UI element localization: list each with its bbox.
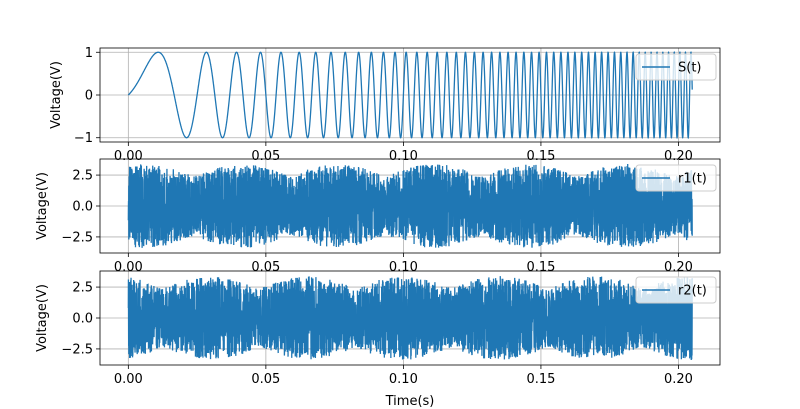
x-tick-label: 0.05	[251, 372, 280, 387]
legend: r2(t)	[635, 276, 717, 304]
x-axis-label: Time(s)	[385, 394, 435, 409]
legend: r1(t)	[635, 164, 717, 192]
x-tick-label: 0.15	[526, 372, 555, 387]
x-tick-label: 0.15	[526, 149, 555, 164]
legend: S(t)	[635, 53, 717, 81]
x-tick-label: 0.00	[114, 149, 143, 164]
y-axis-label: Voltage(V)	[49, 61, 64, 129]
y-axis-label: Voltage(V)	[35, 284, 50, 352]
legend-label: r1(t)	[678, 172, 707, 187]
y-tick-label: 0.0	[72, 312, 93, 327]
legend-label: S(t)	[678, 61, 702, 76]
y-tick-label: −2.5	[61, 342, 93, 357]
series-line-1	[127, 276, 693, 361]
subplot-3: 0.00 0.05 0.10 0.15 0.20 −2.5 0.0 2.5 Voltage(V)…	[35, 270, 721, 409]
y-tick-label: 2.5	[72, 169, 93, 184]
legend-box	[635, 164, 717, 192]
series-line-1	[127, 51, 693, 140]
y-tick-label: −2.5	[61, 230, 93, 245]
x-tick-label: 0.10	[389, 149, 418, 164]
y-tick-label: 0	[85, 89, 93, 104]
legend-box	[635, 276, 717, 304]
x-tick-label: 0.00	[114, 372, 143, 387]
subplot-1: 0.00 0.05 0.10 0.15 0.20 −1 0 1 Voltage(V) S(t)	[49, 46, 721, 164]
x-tick-label: 0.20	[664, 149, 693, 164]
x-tick-label: 0.05	[251, 149, 280, 164]
y-axis-label: Voltage(V)	[35, 172, 50, 240]
y-tick-label: 2.5	[72, 281, 93, 296]
subplot-2: 0.00 0.05 0.10 0.15 0.20−2.50.02.5Voltage(V)…	[35, 158, 721, 275]
legend-box	[635, 53, 717, 81]
x-tick-label: 0.10	[389, 372, 418, 387]
y-tick-label: 1	[85, 46, 93, 61]
y-tick-label: −1	[74, 131, 93, 146]
x-tick-label: 0.20	[664, 372, 693, 387]
series-line-1	[127, 163, 693, 248]
legend-label: r2(t)	[678, 284, 707, 299]
y-tick-label: 0.0	[72, 200, 93, 215]
